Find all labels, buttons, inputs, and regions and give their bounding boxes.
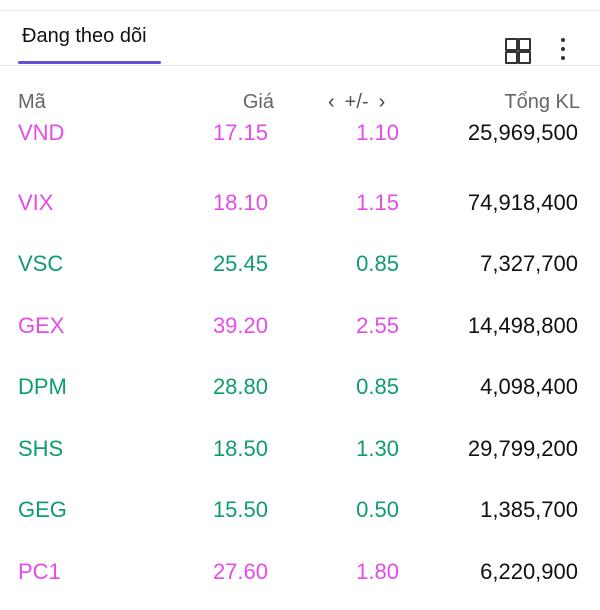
more-vertical-icon[interactable] [555, 38, 571, 64]
stock-price: 18.10 [213, 190, 268, 216]
grid-cell [518, 51, 531, 64]
stock-price: 25.45 [213, 251, 268, 277]
stock-price: 15.50 [213, 497, 268, 523]
stock-change: 0.85 [356, 374, 399, 400]
stock-volume: 25,969,500 [468, 120, 578, 146]
stock-row[interactable]: VSC 25.45 0.85 7,327,700 [0, 241, 600, 303]
stock-list: VND 17.15 1.10 25,969,500 VIX 18.10 1.15… [0, 118, 600, 610]
stock-volume: 74,918,400 [468, 190, 578, 216]
stock-row[interactable]: GEX 39.20 2.55 14,498,800 [0, 303, 600, 365]
stock-symbol: VSC [18, 251, 63, 277]
stock-change: 0.85 [356, 251, 399, 277]
stock-change: 1.80 [356, 559, 399, 585]
chevron-right-icon[interactable]: › [379, 91, 386, 114]
grid-icon[interactable] [505, 38, 531, 64]
grid-cell [518, 38, 531, 51]
stock-price: 27.60 [213, 559, 268, 585]
stock-symbol: GEX [18, 313, 64, 339]
stock-volume: 29,799,200 [468, 436, 578, 462]
stock-change: 1.30 [356, 436, 399, 462]
stock-symbol: GEG [18, 497, 67, 523]
stock-symbol: DPM [18, 374, 67, 400]
stock-volume: 4,098,400 [480, 374, 578, 400]
active-tab-indicator [18, 61, 161, 64]
stock-price: 18.50 [213, 436, 268, 462]
column-change: ‹ +/- › [328, 91, 385, 114]
stock-row[interactable]: SHS 18.50 1.30 29,799,200 [0, 426, 600, 488]
stock-change: 1.10 [356, 120, 399, 146]
column-volume[interactable]: Tổng KL [504, 91, 580, 114]
stock-symbol: PC1 [18, 559, 61, 585]
dot [561, 56, 565, 60]
stock-volume: 7,327,700 [480, 251, 578, 277]
dot [561, 38, 565, 42]
stock-change: 0.50 [356, 497, 399, 523]
stock-row[interactable]: GEG 15.50 0.50 1,385,700 [0, 487, 600, 549]
top-divider [0, 0, 600, 11]
stock-row[interactable]: VIX 18.10 1.15 74,918,400 [0, 180, 600, 242]
stock-symbol: SHS [18, 436, 63, 462]
column-symbol[interactable]: Mã [18, 91, 46, 114]
stock-price: 39.20 [213, 313, 268, 339]
chevron-left-icon[interactable]: ‹ [328, 91, 335, 114]
tab-watchlist[interactable]: Đang theo dõi [18, 25, 151, 48]
stock-symbol: VND [18, 120, 64, 146]
stock-volume: 14,498,800 [468, 313, 578, 339]
stock-row[interactable]: PC1 27.60 1.80 6,220,900 [0, 549, 600, 610]
stock-price: 28.80 [213, 374, 268, 400]
stock-volume: 6,220,900 [480, 559, 578, 585]
watchlist-header: Đang theo dõi [0, 11, 600, 66]
dot [561, 47, 565, 51]
grid-cell [505, 51, 518, 64]
stock-change: 1.15 [356, 190, 399, 216]
stock-volume: 1,385,700 [480, 497, 578, 523]
column-header-row: Mã Giá ‹ +/- › Tổng KL [0, 66, 600, 118]
column-price[interactable]: Giá [243, 91, 274, 114]
grid-cell [505, 38, 518, 51]
stock-row[interactable]: VND 17.15 1.10 25,969,500 [0, 118, 600, 180]
column-change-label[interactable]: +/- [345, 91, 369, 114]
stock-symbol: VIX [18, 190, 53, 216]
stock-row[interactable]: DPM 28.80 0.85 4,098,400 [0, 364, 600, 426]
stock-price: 17.15 [213, 120, 268, 146]
stock-change: 2.55 [356, 313, 399, 339]
